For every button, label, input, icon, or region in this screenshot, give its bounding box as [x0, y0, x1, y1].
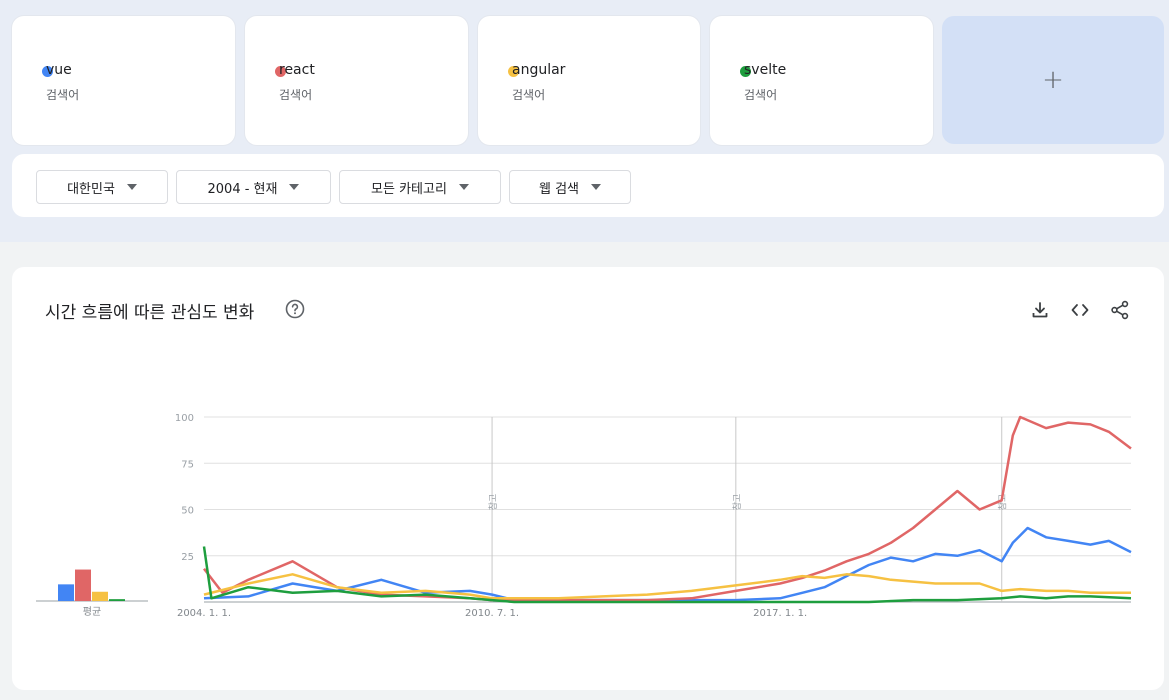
average-bars: 평균 [36, 569, 148, 618]
help-icon[interactable] [285, 299, 305, 319]
term-name[interactable]: react [279, 62, 315, 78]
term-type: 검색어 [512, 88, 546, 102]
series-line-angular[interactable] [203, 573, 1131, 600]
add-comparison-button[interactable]: + [942, 16, 1164, 144]
term-card-react[interactable]: react 검색어 [245, 16, 468, 145]
y-tick-label: 25 [181, 552, 194, 563]
caret-down-icon [591, 184, 601, 190]
y-tick-label: 100 [175, 413, 194, 424]
caret-down-icon [126, 184, 137, 190]
period-filter[interactable]: 2004 - 현재 [176, 170, 331, 204]
average-bar-react[interactable] [75, 569, 91, 601]
caret-down-icon [458, 184, 469, 190]
series-color-dot [740, 66, 751, 77]
term-card-svelte[interactable]: svelte 검색어 [710, 16, 933, 145]
term-card-vue[interactable]: vue 검색어 [12, 16, 235, 145]
average-bar-angular[interactable] [92, 591, 108, 601]
x-axis-ticks: 2004. 1. 1. 2010. 7. 1. 2017. 1. 1. [177, 608, 807, 619]
chart-grid: 25 50 75 100 [175, 413, 1131, 603]
y-tick-label: 50 [181, 506, 194, 517]
region-filter[interactable]: 대한민국 [36, 170, 168, 204]
term-name[interactable]: vue [46, 62, 72, 78]
embed-code-icon[interactable] [1069, 299, 1091, 321]
search-type-filter-label: 웹 검색 [538, 181, 579, 197]
series-color-dot [42, 66, 53, 77]
plus-icon: + [1042, 65, 1064, 95]
y-tick-label: 75 [181, 459, 194, 470]
chart-annotations: 참고 참고 참고 [488, 417, 1009, 602]
series-line-react[interactable] [203, 415, 1132, 602]
x-tick-label: 2010. 7. 1. [465, 608, 519, 619]
caret-down-icon [289, 184, 300, 190]
category-filter[interactable]: 모든 카테고리 [339, 170, 501, 204]
chart-series [202, 415, 1132, 604]
term-type: 검색어 [279, 88, 313, 102]
share-icon[interactable] [1109, 299, 1131, 321]
average-bar-vue[interactable] [58, 584, 74, 601]
term-type: 검색어 [46, 88, 80, 102]
annotation-label[interactable]: 참고 [998, 494, 1009, 511]
x-tick-label: 2004. 1. 1. [177, 608, 231, 619]
annotation-label[interactable]: 참고 [732, 494, 743, 511]
region-filter-label: 대한민국 [67, 181, 115, 197]
download-icon[interactable] [1029, 299, 1051, 321]
term-card-angular[interactable]: angular 검색어 [478, 16, 700, 145]
interest-chart[interactable]: 평균 25 50 75 100 참고 참고 참고 2004. 1. 1. 2010. 7. … [12, 267, 1164, 690]
category-filter-label: 모든 카테고리 [371, 181, 447, 197]
x-tick-label: 2017. 1. 1. [753, 608, 807, 619]
term-name[interactable]: angular [512, 62, 566, 78]
interest-over-time-card: 시간 흐름에 따른 관심도 변화 평균 25 50 75 100 참고 참고 참고 200… [12, 267, 1164, 690]
period-filter-label: 2004 - 현재 [207, 181, 278, 197]
chart-title: 시간 흐름에 따른 관심도 변화 [45, 303, 255, 323]
term-type: 검색어 [744, 88, 778, 102]
average-bar-svelte[interactable] [109, 599, 125, 601]
annotation-label[interactable]: 참고 [488, 494, 499, 511]
series-color-dot [275, 66, 286, 77]
series-line-svelte[interactable] [202, 546, 1132, 604]
search-type-filter[interactable]: 웹 검색 [509, 170, 631, 204]
term-name[interactable]: svelte [744, 62, 787, 78]
filter-bar: 대한민국 2004 - 현재 모든 카테고리 웹 검색 [12, 154, 1164, 217]
average-label: 평균 [83, 606, 101, 618]
series-color-dot [508, 66, 519, 77]
